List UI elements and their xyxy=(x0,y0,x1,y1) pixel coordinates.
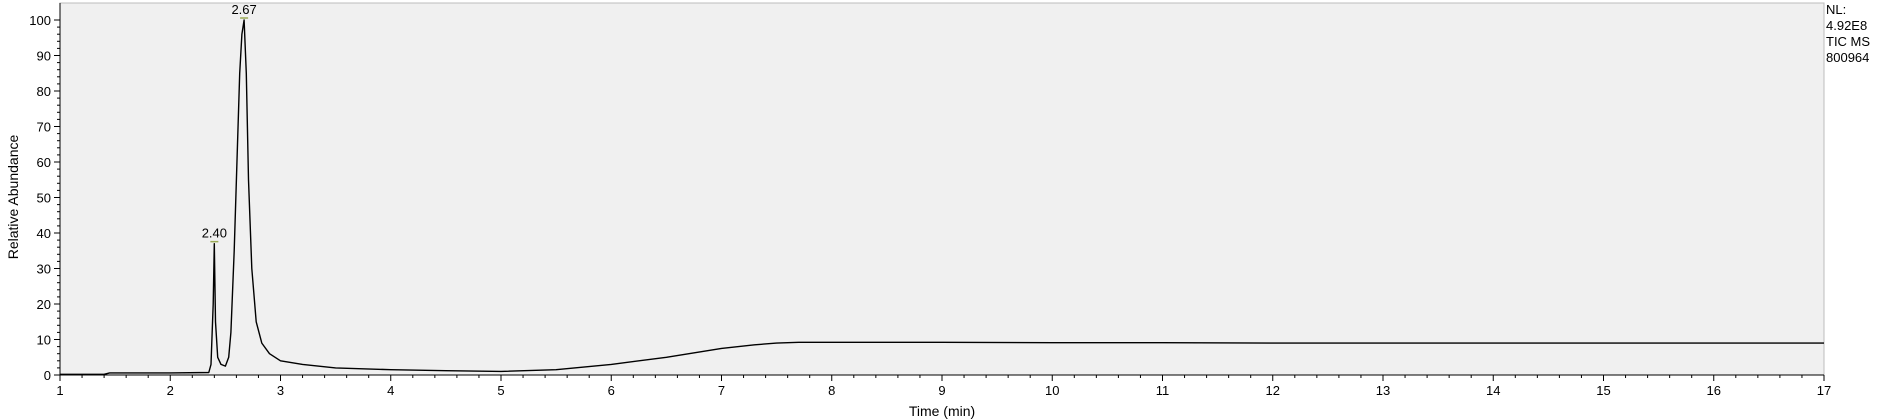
x-tick-label: 17 xyxy=(1817,383,1831,398)
x-axis-ticks: 1 2 3 4 5 6 7 8 9 10 11 12 13 14 15 16 17 xyxy=(56,375,1831,398)
y-tick-label: 50 xyxy=(37,191,51,206)
y-tick-label: 80 xyxy=(37,84,51,99)
x-tick-label: 1 xyxy=(56,383,63,398)
x-tick-label: 4 xyxy=(387,383,394,398)
x-tick-label: 8 xyxy=(828,383,835,398)
y-tick-label: 70 xyxy=(37,120,51,135)
plot-area xyxy=(59,2,1825,376)
x-tick-label: 11 xyxy=(1156,383,1170,398)
y-axis-ticks: 0 10 20 30 40 50 60 70 80 90 100 xyxy=(29,13,60,383)
x-tick-label: 6 xyxy=(608,383,615,398)
x-tick-label: 5 xyxy=(497,383,504,398)
info-line: 800964 xyxy=(1826,50,1869,65)
y-tick-label: 40 xyxy=(37,226,51,241)
x-tick-label: 12 xyxy=(1266,383,1280,398)
peak-labels: 2.40 2.67 xyxy=(202,2,257,243)
x-tick-label: 15 xyxy=(1596,383,1610,398)
info-line: NL: xyxy=(1826,2,1846,17)
y-tick-label: 60 xyxy=(37,155,51,170)
y-tick-label: 100 xyxy=(29,13,51,28)
x-tick-label: 13 xyxy=(1376,383,1390,398)
x-tick-label: 10 xyxy=(1045,383,1059,398)
x-tick-label: 2 xyxy=(167,383,174,398)
chromatogram-trace xyxy=(60,19,1824,375)
x-tick-label: 9 xyxy=(938,383,945,398)
y-tick-label: 30 xyxy=(37,262,51,277)
info-line: 4.92E8 xyxy=(1826,18,1867,33)
y-tick-label: 90 xyxy=(37,49,51,64)
info-line: TIC MS xyxy=(1826,34,1870,49)
x-tick-label: 7 xyxy=(718,383,725,398)
x-tick-label: 3 xyxy=(277,383,284,398)
y-tick-label: 0 xyxy=(44,368,51,383)
x-tick-label: 14 xyxy=(1486,383,1500,398)
y-axis-title: Relative Abundance xyxy=(5,135,21,260)
peak-label: 2.67 xyxy=(231,2,256,17)
y-tick-label: 20 xyxy=(37,297,51,312)
x-axis-title: Time (min) xyxy=(909,403,975,419)
peak-label: 2.40 xyxy=(202,226,227,241)
y-tick-label: 10 xyxy=(37,333,51,348)
x-tick-label: 16 xyxy=(1707,383,1721,398)
